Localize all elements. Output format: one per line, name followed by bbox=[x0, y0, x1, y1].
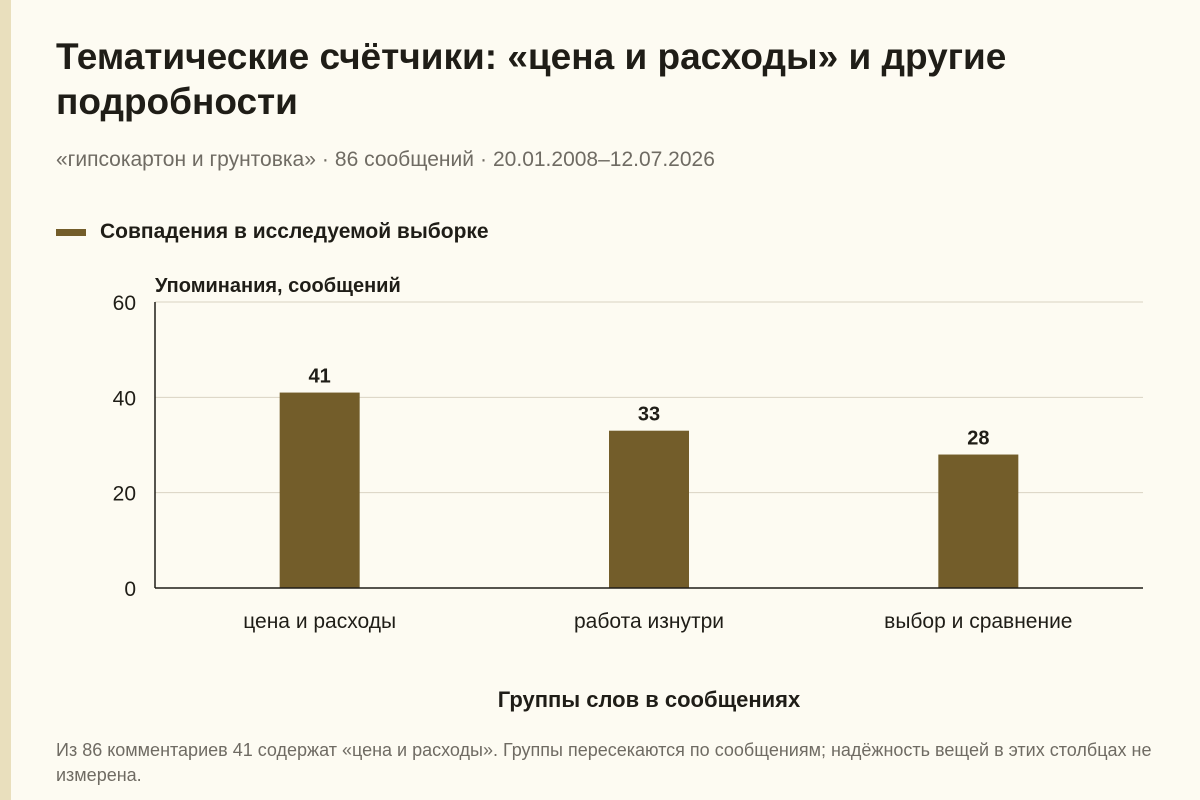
left-accent-stripe bbox=[0, 0, 11, 800]
y-tick-label: 40 bbox=[113, 387, 136, 410]
x-tick-label: выбор и сравнение bbox=[884, 610, 1072, 633]
x-axis-title: Группы слов в сообщениях bbox=[498, 687, 801, 712]
subtitle-separator: · bbox=[321, 148, 329, 171]
chart-title: Тематические счётчики: «цена и расходы» … bbox=[56, 36, 1007, 122]
bar bbox=[938, 454, 1019, 588]
bar-value-label: 33 bbox=[638, 404, 660, 426]
bar-value-label: 41 bbox=[309, 366, 331, 388]
chart-legend: Совпадения в исследуемой выборке bbox=[56, 218, 489, 246]
bar-value-label: 28 bbox=[967, 428, 989, 450]
x-tick-label: цена и расходы bbox=[243, 610, 396, 633]
subtitle-date-range: 20.01.2008–12.07.2026 bbox=[493, 148, 715, 171]
footnote: Из 86 комментариев 41 содержат «цена и р… bbox=[56, 740, 1152, 785]
x-tick-label: работа изнутри bbox=[574, 610, 724, 633]
legend-label: Совпадения в исследуемой выборке bbox=[100, 220, 489, 243]
subtitle-message-count: 86 сообщений bbox=[334, 148, 474, 171]
chart-subtitle: «гипсокартон и грунтовка» · 86 сообщений · 2… bbox=[56, 146, 715, 174]
legend-swatch bbox=[56, 228, 86, 236]
y-tick-label: 60 bbox=[113, 292, 136, 315]
subtitle-separator: · bbox=[480, 148, 487, 171]
y-tick-label: 0 bbox=[124, 578, 136, 601]
bar bbox=[609, 430, 689, 588]
y-axis-title: Упоминания, сообщений bbox=[155, 275, 401, 297]
bar bbox=[279, 392, 360, 588]
y-tick-label: 20 bbox=[113, 483, 136, 506]
subtitle-topic: «гипсокартон и грунтовка» bbox=[56, 148, 316, 171]
